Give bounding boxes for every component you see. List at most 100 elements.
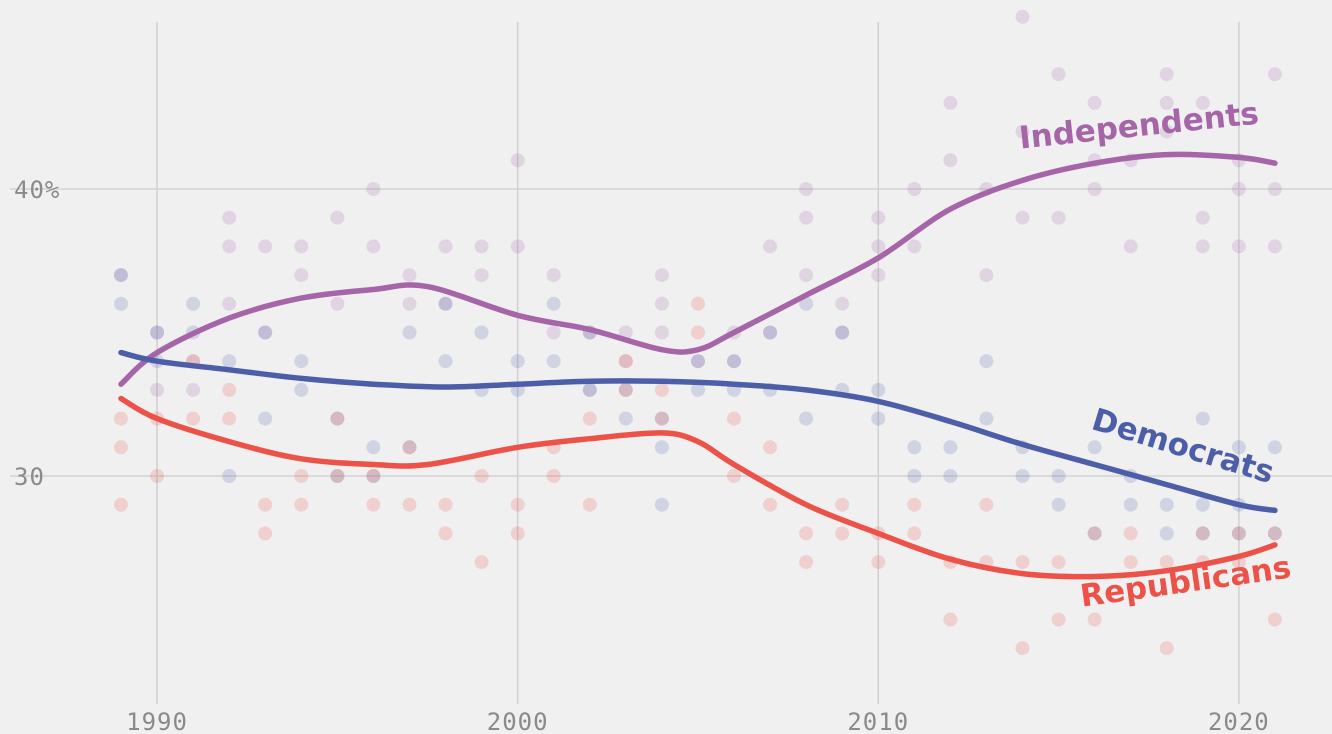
- republicans-point-23: [510, 497, 525, 512]
- democrats-point-14: [366, 440, 381, 455]
- independents-point-10: [294, 239, 309, 254]
- scatter-points: [114, 9, 1282, 656]
- republicans-point-8: [222, 411, 237, 426]
- x-tick-label-2010: 2010: [847, 708, 909, 734]
- republicans-point-55: [1087, 526, 1102, 541]
- republicans-point-59: [1159, 555, 1174, 570]
- democrats-point-55: [1087, 440, 1102, 455]
- independents-point-17: [402, 296, 417, 311]
- republicans-point-38: [763, 497, 778, 512]
- democrats-point-16: [402, 440, 417, 455]
- democrats-point-58: [1123, 497, 1138, 512]
- republicans-point-0: [114, 411, 128, 426]
- democrats-point-24: [546, 296, 561, 311]
- republicans-point-65: [1267, 612, 1282, 627]
- republicans-point-64: [1231, 526, 1246, 541]
- democrats-trend-line: [118, 349, 1278, 514]
- independents-point-59: [1087, 182, 1102, 196]
- independents-point-7: [222, 210, 237, 225]
- republicans-point-10: [258, 497, 273, 512]
- democrats-point-30: [654, 440, 669, 455]
- independents-point-41: [835, 296, 850, 311]
- republicans-point-52: [1015, 641, 1030, 656]
- independents-point-38: [799, 268, 814, 283]
- independents-point-66: [1195, 210, 1210, 225]
- independents-point-36: [763, 325, 778, 340]
- democrats-point-44: [871, 411, 886, 426]
- republicans-point-20: [438, 526, 453, 541]
- republicans-point-11: [294, 497, 309, 512]
- independents-point-29: [618, 354, 633, 369]
- democrats-point-29: [618, 382, 633, 397]
- independents-point-62: [1159, 95, 1174, 110]
- republicans-point-41: [835, 526, 850, 541]
- republicans-point-14: [330, 469, 345, 483]
- independents-point-11: [294, 268, 309, 283]
- independents-point-73: [1267, 67, 1282, 82]
- democrats-point-36: [727, 354, 741, 369]
- republicans-point-40: [799, 555, 814, 570]
- independents-point-30: [654, 296, 669, 311]
- democrats-point-48: [943, 440, 958, 455]
- independents-point-71: [1267, 239, 1282, 254]
- republicans-point-27: [582, 411, 597, 426]
- independents-point-12: [330, 210, 345, 225]
- republicans-point-37: [763, 440, 778, 455]
- democrats-point-13: [330, 469, 345, 483]
- republicans-point-53: [1051, 612, 1066, 627]
- independents-point-34: [727, 354, 741, 369]
- independents-point-31: [654, 325, 669, 340]
- democrats-point-17: [402, 325, 417, 340]
- independents-point-9: [258, 239, 273, 254]
- republicans-point-21: [474, 469, 489, 483]
- independents-point-19: [438, 239, 453, 254]
- republicans-point-16: [366, 469, 381, 483]
- democrats-point-4: [186, 296, 201, 311]
- democrats-point-54: [1051, 497, 1066, 512]
- independents-label: Independents: [1017, 96, 1260, 157]
- independents-point-49: [943, 153, 958, 168]
- democrats-point-31: [654, 411, 669, 426]
- democrats-point-32: [654, 497, 669, 512]
- independents-point-37: [763, 239, 778, 254]
- democrats-point-63: [1195, 526, 1210, 541]
- republicans-point-3: [150, 469, 165, 483]
- democrats-point-62: [1195, 411, 1210, 426]
- republicans-point-28: [582, 497, 597, 512]
- republicans-point-7: [222, 382, 237, 397]
- democrats-point-43: [871, 382, 886, 397]
- independents-trend-line: [118, 151, 1278, 387]
- y-tick-label-30: 30: [14, 463, 45, 491]
- republicans-point-32: [654, 411, 669, 426]
- independents-point-42: [835, 325, 850, 340]
- republicans-point-39: [799, 526, 814, 541]
- republicans-point-66: [1267, 526, 1282, 541]
- x-tick-label-1990: 1990: [126, 708, 188, 734]
- democrats-point-25: [546, 354, 561, 369]
- democrats-point-10: [294, 354, 309, 369]
- democrats-point-1: [114, 296, 128, 311]
- democrats-point-22: [510, 354, 525, 369]
- independents-point-57: [1087, 95, 1102, 110]
- republicans-point-35: [727, 411, 741, 426]
- democrats-point-21: [474, 325, 489, 340]
- independents-point-22: [510, 239, 525, 254]
- democrats-point-68: [1267, 526, 1282, 541]
- independents-point-40: [799, 210, 814, 225]
- republicans-point-60: [1159, 641, 1174, 656]
- independents-point-16: [402, 268, 417, 283]
- democrats-point-0: [114, 268, 128, 283]
- republicans-point-9: [258, 526, 273, 541]
- republicans-point-33: [691, 296, 705, 311]
- series-labels: Independents Democrats Republicans: [1017, 96, 1293, 615]
- independents-point-61: [1123, 239, 1138, 254]
- democrats-point-15: [366, 469, 381, 483]
- democrats-point-51: [1015, 469, 1030, 483]
- independents-point-70: [1231, 239, 1246, 254]
- independents-point-21: [474, 239, 489, 254]
- democrats-point-6: [222, 469, 237, 483]
- independents-point-0: [114, 268, 128, 283]
- republicans-point-42: [835, 497, 850, 512]
- independents-point-20: [474, 268, 489, 283]
- democrats-point-8: [258, 411, 273, 426]
